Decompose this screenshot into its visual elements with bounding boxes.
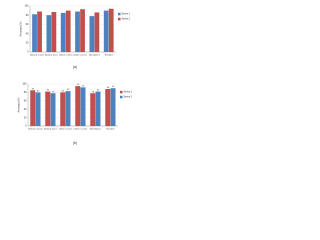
x-tick-label: Indoor scenes bbox=[74, 128, 89, 131]
bar bbox=[35, 92, 41, 126]
y-tick-label: 40 bbox=[24, 108, 27, 111]
bar bbox=[65, 91, 71, 126]
x-tick-label: Natural faces bbox=[44, 128, 58, 131]
caption: (a) bbox=[73, 65, 77, 69]
x-tick-label: Nonobjects bbox=[90, 128, 102, 131]
bar bbox=[89, 16, 95, 52]
legend-swatch bbox=[120, 95, 123, 99]
bar bbox=[105, 89, 111, 126]
y-tick-label: 60 bbox=[24, 99, 27, 102]
y-tick-label: 100 bbox=[22, 83, 27, 86]
bar bbox=[30, 90, 36, 126]
bar bbox=[60, 92, 66, 126]
data-label: 95 bbox=[77, 84, 80, 86]
chart: 0 20 40 60 80 100 Accuracy (%) Natural scenes Na… bbox=[20, 5, 131, 69]
bar bbox=[50, 93, 56, 126]
bar bbox=[75, 86, 81, 126]
data-label: 80 bbox=[37, 90, 40, 92]
bar bbox=[65, 10, 71, 53]
y-tick-label: 0 bbox=[25, 125, 27, 128]
bar bbox=[80, 9, 85, 52]
x-tick-label: Natural faces bbox=[45, 54, 59, 57]
bar bbox=[32, 14, 37, 53]
y-tick-label: 80 bbox=[24, 91, 27, 94]
bar bbox=[90, 93, 96, 126]
y-tick-label: 60 bbox=[26, 23, 29, 26]
bar bbox=[108, 8, 114, 52]
y-tick-label: 100 bbox=[24, 5, 29, 8]
legend-swatch bbox=[118, 17, 121, 21]
legend-swatch bbox=[120, 90, 123, 94]
data-label: 92 bbox=[82, 85, 85, 87]
x-tick-label: Natural scenes bbox=[28, 128, 43, 131]
y-axis-label: Accuracy (%) bbox=[20, 21, 23, 36]
bar bbox=[94, 12, 100, 53]
bar bbox=[45, 91, 51, 126]
data-label: 82 bbox=[47, 90, 50, 92]
legend-label: Series 1 bbox=[122, 13, 131, 16]
y-tick-label: 80 bbox=[26, 14, 29, 17]
bar bbox=[80, 87, 86, 126]
x-tick-label: Nonobjects bbox=[89, 54, 101, 57]
bar bbox=[95, 91, 101, 126]
data-label: 83 bbox=[67, 89, 70, 91]
data-label: 78 bbox=[92, 91, 95, 93]
bar bbox=[110, 88, 116, 126]
y-tick-label: 40 bbox=[26, 32, 29, 35]
data-label: 90 bbox=[112, 86, 115, 88]
legend-swatch bbox=[118, 12, 121, 16]
data-label: 85 bbox=[32, 88, 35, 90]
y-tick-label: 0 bbox=[27, 51, 29, 54]
data-label: 80 bbox=[62, 90, 65, 92]
bar bbox=[37, 11, 42, 52]
caption: (b) bbox=[73, 141, 77, 145]
y-axis-label: Accuracy (%) bbox=[18, 97, 21, 112]
bar bbox=[51, 11, 57, 52]
y-tick-label: 20 bbox=[24, 116, 27, 119]
legend-label: Series 2 bbox=[124, 96, 133, 99]
legend-label: Series 1 bbox=[124, 91, 133, 94]
bar bbox=[103, 10, 109, 53]
x-tick-label: Indoor scenes bbox=[73, 54, 88, 57]
x-tick-label: Natural scenes bbox=[30, 54, 45, 57]
bar bbox=[46, 15, 52, 52]
x-tick-label: Urban scenes bbox=[59, 128, 73, 131]
data-label: 82 bbox=[97, 90, 100, 92]
x-tick-label: Urban scenes bbox=[59, 54, 73, 57]
chart: 0 20 40 60 80 100 Accuracy (%) Natural scenes 85… bbox=[18, 83, 133, 145]
data-label: 78 bbox=[52, 91, 55, 93]
y-tick-label: 20 bbox=[26, 41, 29, 44]
bar bbox=[75, 11, 80, 52]
x-tick-label: Random bbox=[106, 129, 114, 131]
bar bbox=[60, 12, 66, 52]
data-label: 88 bbox=[107, 87, 110, 89]
x-tick-label: Random bbox=[105, 55, 113, 57]
legend-label: Series 2 bbox=[122, 18, 131, 21]
